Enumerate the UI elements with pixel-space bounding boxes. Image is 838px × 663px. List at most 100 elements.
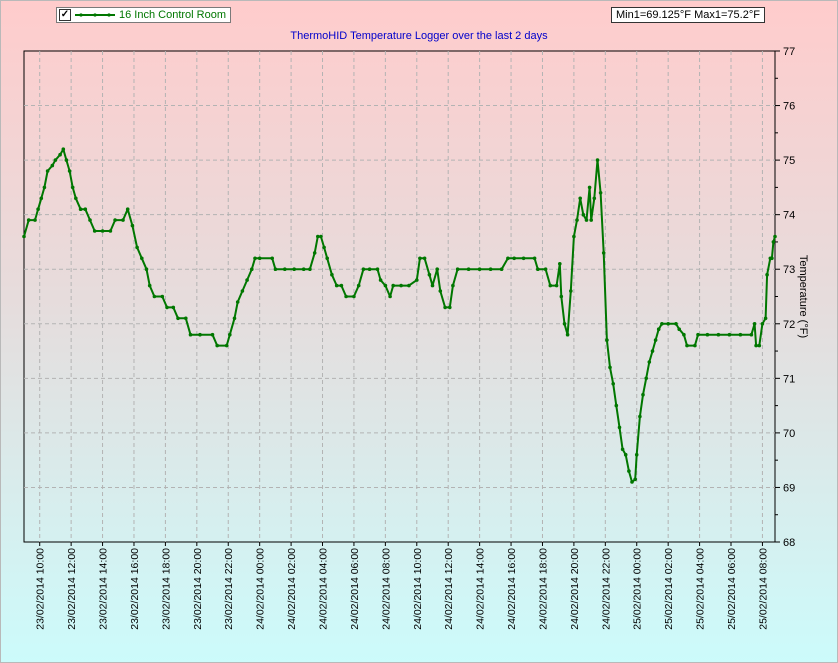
data-point <box>334 283 339 288</box>
data-point <box>438 289 443 293</box>
data-point <box>26 218 31 222</box>
data-point <box>565 332 570 337</box>
data-point <box>224 343 229 348</box>
data-point <box>45 169 50 173</box>
data-point <box>383 283 388 288</box>
data-point <box>215 343 219 348</box>
data-point <box>554 283 559 288</box>
data-point <box>273 267 278 272</box>
data-point <box>738 332 743 337</box>
data-point <box>257 256 262 261</box>
data-point <box>78 207 83 211</box>
data-point <box>512 256 516 261</box>
x-tick-label: 24/02/2014 10:00 <box>412 548 424 630</box>
x-tick-label: 25/02/2014 00:00 <box>632 548 644 630</box>
x-tick-label: 23/02/2014 10:00 <box>35 548 47 630</box>
data-point <box>50 163 55 168</box>
data-point <box>620 447 625 452</box>
data-point <box>587 185 592 190</box>
data-point <box>641 392 645 397</box>
x-tick-label: 24/02/2014 06:00 <box>349 548 361 630</box>
legend-label: 16 Inch Control Room <box>119 9 226 21</box>
data-point <box>660 322 664 326</box>
data-point <box>121 218 125 222</box>
data-point <box>312 251 317 255</box>
data-point <box>630 480 634 484</box>
data-point <box>171 305 176 310</box>
data-point <box>232 316 237 321</box>
data-point <box>653 338 658 342</box>
min-max-readout: Min1=69.125°F Max1=75.2°F <box>611 7 765 23</box>
data-point <box>435 267 440 272</box>
x-tick-label: 23/02/2014 22:00 <box>223 548 235 630</box>
data-point <box>430 283 435 288</box>
x-tick-label: 24/02/2014 14:00 <box>475 548 487 630</box>
data-point <box>727 332 732 337</box>
data-point <box>488 267 493 272</box>
data-point <box>650 349 655 353</box>
data-point <box>188 332 193 337</box>
data-point <box>757 343 762 348</box>
series-line <box>23 148 776 483</box>
data-point <box>422 256 427 261</box>
data-point <box>64 158 69 162</box>
data-point <box>773 234 777 239</box>
data-point <box>543 267 548 272</box>
data-point <box>532 256 537 261</box>
x-tick-label: 24/02/2014 08:00 <box>380 548 392 630</box>
data-point <box>356 283 361 288</box>
data-point <box>716 332 721 337</box>
data-point <box>584 218 589 222</box>
y-tick-label: 72 <box>783 319 795 331</box>
x-tick-label: 24/02/2014 22:00 <box>600 548 612 630</box>
y-tick-label: 68 <box>783 537 795 549</box>
data-point <box>391 283 396 288</box>
data-point <box>344 294 348 299</box>
data-point <box>70 185 75 190</box>
y-tick-label: 76 <box>783 101 795 113</box>
data-point <box>228 332 232 337</box>
data-point <box>627 469 631 473</box>
data-point <box>33 218 37 222</box>
y-tick-label: 73 <box>783 264 795 276</box>
data-point <box>760 322 765 326</box>
data-point <box>388 294 392 299</box>
data-point <box>330 272 334 277</box>
data-point <box>634 452 639 457</box>
data-point <box>548 283 553 288</box>
x-tick-label: 25/02/2014 08:00 <box>757 548 769 630</box>
x-tick-label: 24/02/2014 16:00 <box>506 548 518 630</box>
legend-checkbox[interactable]: ✓ <box>59 9 71 21</box>
data-point <box>569 289 573 293</box>
data-point <box>592 196 597 201</box>
data-point <box>770 256 774 261</box>
data-point <box>100 229 105 233</box>
data-point <box>270 256 275 261</box>
data-point <box>696 332 700 337</box>
data-point <box>74 196 78 201</box>
legend-line-swatch <box>75 13 115 17</box>
data-point <box>572 234 576 239</box>
data-point <box>165 305 169 310</box>
data-point <box>763 316 768 321</box>
data-point <box>152 294 157 299</box>
data-point <box>92 229 97 233</box>
legend[interactable]: ✓ 16 Inch Control Room <box>56 7 231 23</box>
data-point <box>754 343 758 348</box>
data-point <box>455 267 460 272</box>
data-point <box>674 322 678 326</box>
data-point <box>617 425 622 430</box>
data-point <box>88 218 92 222</box>
data-point <box>677 327 681 332</box>
data-point <box>595 158 600 162</box>
data-point <box>443 305 447 310</box>
y-tick-label: 69 <box>783 482 795 494</box>
data-point <box>375 267 380 272</box>
data-point <box>61 147 66 151</box>
data-point <box>589 218 593 222</box>
x-tick-label: 24/02/2014 00:00 <box>255 548 267 630</box>
data-point <box>39 196 44 201</box>
data-point <box>562 322 567 326</box>
x-tick-label: 24/02/2014 18:00 <box>537 548 549 630</box>
data-point <box>559 294 564 299</box>
